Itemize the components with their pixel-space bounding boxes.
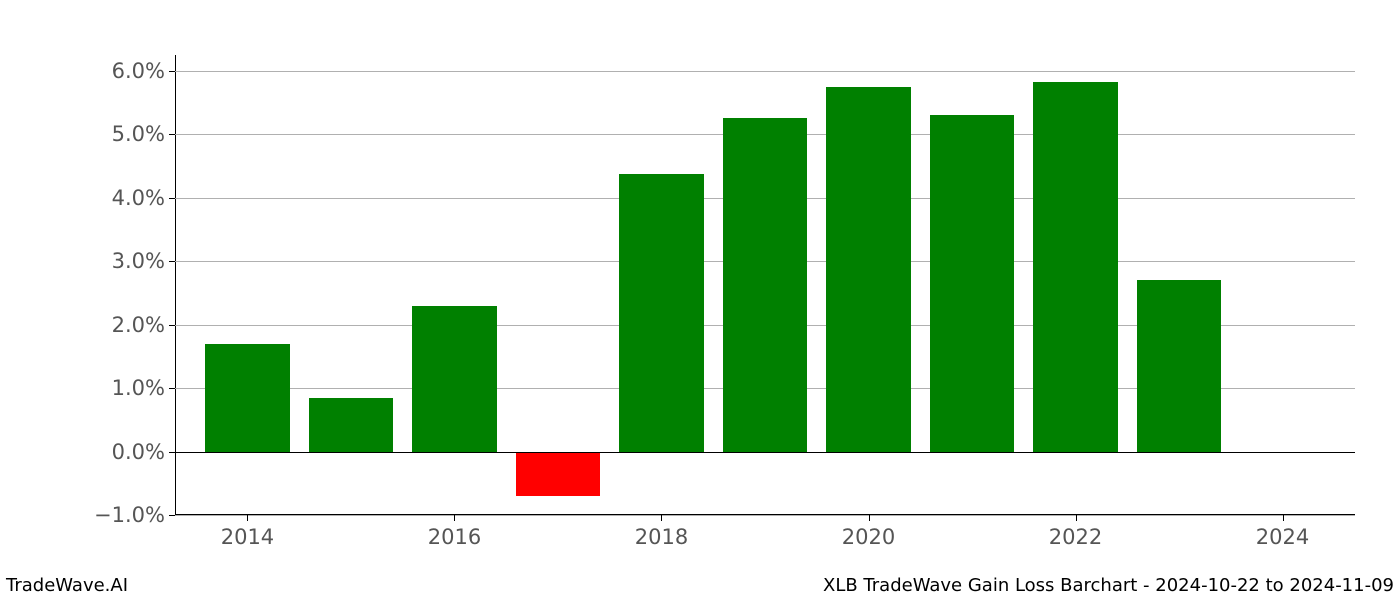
chart-container: −1.0% 0.0% 1.0% 2.0% 3.0% 4.0% 5.0% 6.0% 2014 201… — [0, 0, 1400, 600]
y-tick-label: 5.0% — [112, 122, 175, 146]
y-tick-label: 0.0% — [112, 440, 175, 464]
x-tick-label: 2016 — [428, 515, 481, 549]
spine-left — [175, 55, 176, 515]
bar — [412, 306, 497, 452]
y-tick-label: 3.0% — [112, 249, 175, 273]
y-tick-label: 4.0% — [112, 186, 175, 210]
y-gridline — [175, 515, 1355, 516]
plot-area: −1.0%0.0%1.0%2.0%3.0%4.0%5.0%6.0%2014201… — [175, 55, 1355, 515]
bar — [1137, 280, 1222, 451]
y-tick-label: −1.0% — [94, 503, 175, 527]
footer-right: XLB TradeWave Gain Loss Barchart - 2024-… — [823, 575, 1394, 596]
y-tick-label: 6.0% — [112, 59, 175, 83]
bar — [516, 452, 601, 496]
x-tick-label: 2022 — [1049, 515, 1102, 549]
x-tick-label: 2014 — [221, 515, 274, 549]
x-tick-label: 2018 — [635, 515, 688, 549]
bar — [619, 174, 704, 452]
bar — [930, 115, 1015, 451]
y-gridline — [175, 71, 1355, 72]
zero-line — [175, 452, 1355, 453]
footer-left: TradeWave.AI — [6, 575, 128, 596]
bar — [1033, 82, 1118, 451]
x-tick-label: 2024 — [1256, 515, 1309, 549]
y-tick-label: 1.0% — [112, 376, 175, 400]
x-tick-label: 2020 — [842, 515, 895, 549]
bar — [723, 118, 808, 451]
y-tick-label: 2.0% — [112, 313, 175, 337]
bar — [205, 344, 290, 452]
bar — [309, 398, 394, 452]
bar — [826, 87, 911, 451]
